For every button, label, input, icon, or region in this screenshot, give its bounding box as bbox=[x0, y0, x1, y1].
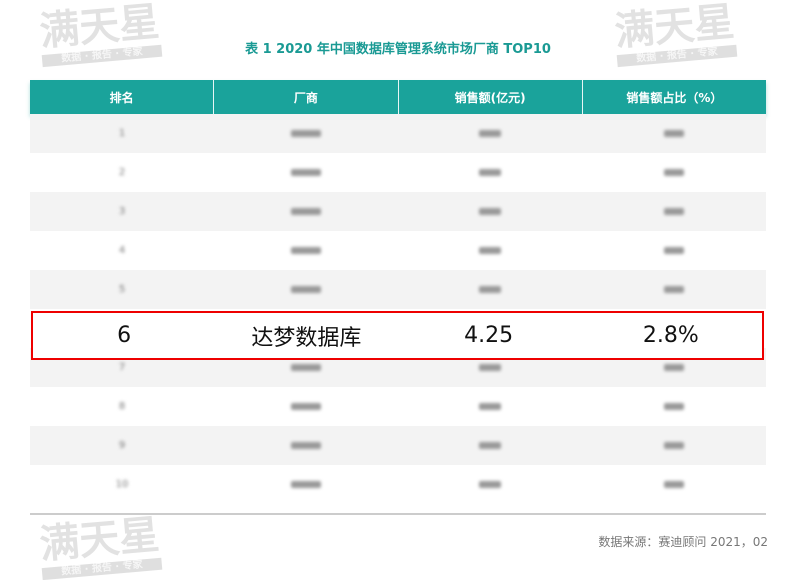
table-row: 5 bbox=[30, 270, 766, 309]
blurred-cell bbox=[398, 208, 582, 215]
rank-cell: 3 bbox=[118, 206, 126, 217]
table-row: 1 bbox=[30, 114, 766, 153]
blurred-cell bbox=[214, 208, 398, 215]
blurred-cell bbox=[214, 247, 398, 254]
rank-cell: 2 bbox=[118, 167, 126, 178]
blurred-cell bbox=[398, 130, 582, 137]
blurred-cell bbox=[214, 286, 398, 293]
blurred-cell bbox=[582, 247, 766, 254]
blurred-cell bbox=[582, 130, 766, 137]
watermark: 满天星 数据 · 报告 · 专家 bbox=[613, 0, 738, 68]
blurred-cell bbox=[214, 169, 398, 176]
highlight-rank: 6 bbox=[117, 323, 132, 348]
blurred-cell bbox=[582, 442, 766, 449]
rank-cell: 7 bbox=[118, 362, 126, 373]
rank-cell: 4 bbox=[118, 245, 126, 256]
blurred-cell bbox=[398, 442, 582, 449]
blurred-cell bbox=[398, 247, 582, 254]
table-header: 排名 厂商 销售额(亿元) 销售额占比（%） bbox=[30, 80, 766, 114]
rank-cell: 5 bbox=[118, 284, 126, 295]
rank-cell: 9 bbox=[118, 440, 126, 451]
blurred-cell bbox=[582, 364, 766, 371]
rank-cell: 1 bbox=[118, 128, 126, 139]
divider bbox=[30, 513, 766, 515]
header-sales: 销售额(亿元) bbox=[397, 80, 582, 114]
table-row: 10 bbox=[30, 465, 766, 504]
table-row: 8 bbox=[30, 387, 766, 426]
blurred-cell bbox=[398, 169, 582, 176]
blurred-cell bbox=[582, 208, 766, 215]
blurred-cell bbox=[582, 286, 766, 293]
blurred-cell bbox=[214, 364, 398, 371]
blurred-cell bbox=[214, 442, 398, 449]
highlight-share: 2.8% bbox=[642, 323, 699, 348]
header-vendor: 厂商 bbox=[213, 80, 397, 114]
blurred-cell bbox=[214, 481, 398, 488]
blurred-cell bbox=[582, 169, 766, 176]
blurred-cell bbox=[398, 481, 582, 488]
highlighted-row: 6 达梦数据库 4.25 2.8% bbox=[31, 311, 764, 360]
table-row: 9 bbox=[30, 426, 766, 465]
blurred-cell bbox=[398, 403, 582, 410]
highlight-sales: 4.25 bbox=[464, 323, 514, 348]
header-rank: 排名 bbox=[109, 90, 134, 105]
data-source: 数据来源：赛迪顾问 2021，02 bbox=[598, 535, 768, 549]
header-share: 销售额占比（%） bbox=[581, 80, 766, 114]
rank-cell: 8 bbox=[118, 401, 126, 412]
table-row: 3 bbox=[30, 192, 766, 231]
highlight-vendor: 达梦数据库 bbox=[251, 325, 362, 351]
blurred-cell bbox=[582, 481, 766, 488]
table-row: 4 bbox=[30, 231, 766, 270]
blurred-cell bbox=[214, 130, 398, 137]
watermark: 满天星 数据 · 报告 · 专家 bbox=[38, 0, 163, 68]
blurred-cell bbox=[582, 403, 766, 410]
blurred-cell bbox=[398, 286, 582, 293]
watermark: 满天星 数据 · 报告 · 专家 bbox=[38, 512, 163, 580]
ranking-table: 排名 厂商 销售额(亿元) 销售额占比（%） 1 2 3 4 5 7 8 9 10 bbox=[30, 80, 766, 504]
table-body: 1 2 3 4 5 7 8 9 10 bbox=[30, 114, 766, 504]
blurred-cell bbox=[214, 403, 398, 410]
blurred-cell bbox=[398, 364, 582, 371]
table-row: 2 bbox=[30, 153, 766, 192]
rank-cell: 10 bbox=[115, 479, 129, 490]
table-title: 表 1 2020 年中国数据库管理系统市场厂商 TOP10 bbox=[245, 42, 551, 57]
